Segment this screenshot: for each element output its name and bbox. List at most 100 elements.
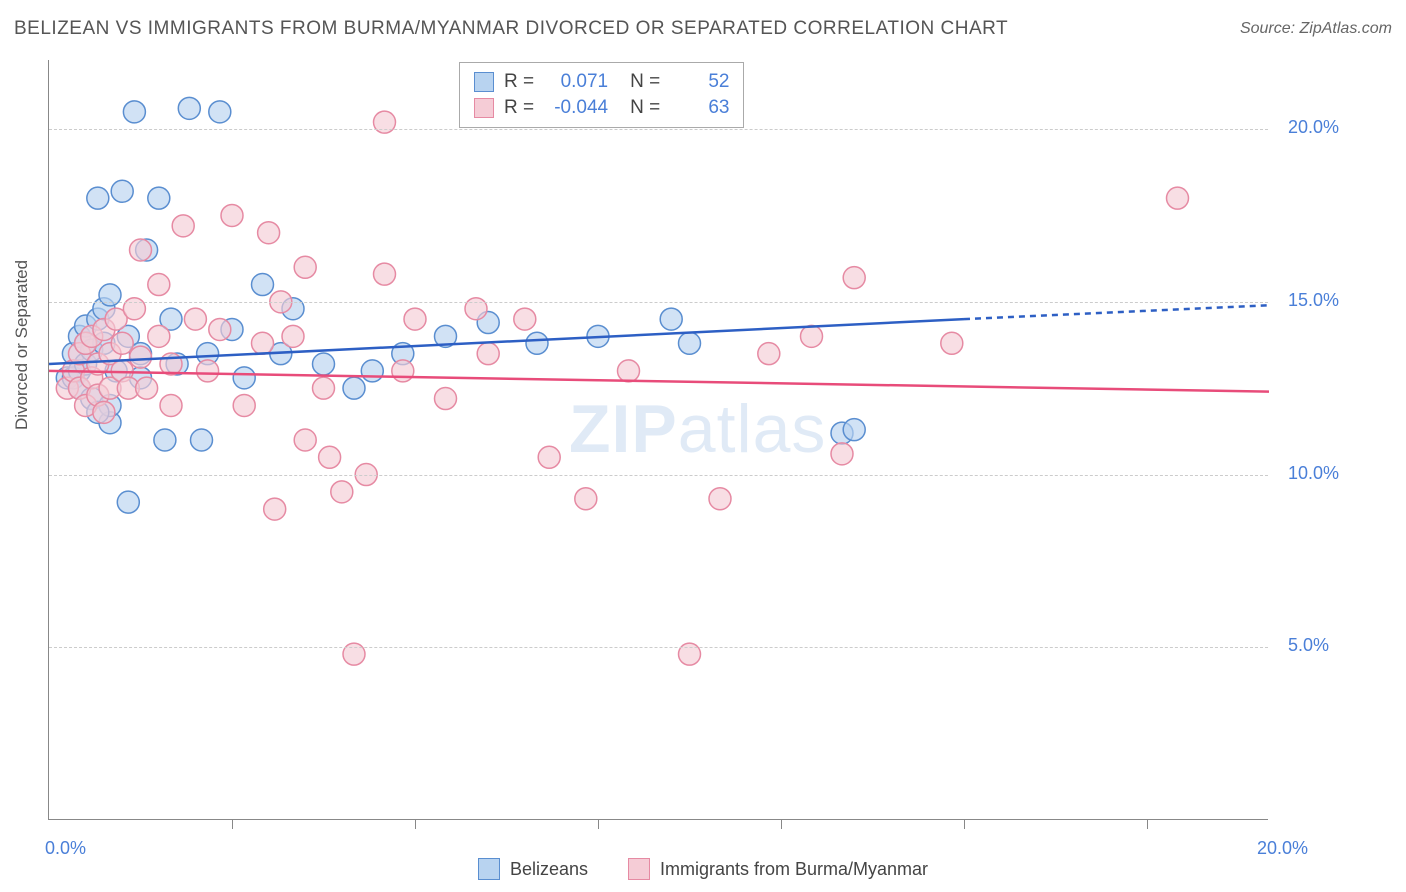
x-tick [415, 819, 416, 829]
scatter-point [343, 377, 365, 399]
scatter-point [538, 446, 560, 468]
y-tick-label: 15.0% [1288, 290, 1378, 311]
scatter-point [117, 491, 139, 513]
y-axis-label: Divorced or Separated [12, 260, 32, 430]
scatter-point [136, 377, 158, 399]
scatter-point [252, 274, 274, 296]
scatter-point [87, 187, 109, 209]
scatter-point [679, 332, 701, 354]
scatter-point [831, 443, 853, 465]
y-tick-label: 5.0% [1288, 635, 1378, 656]
stats-r-label: R = [504, 71, 534, 93]
trend-line-dashed [964, 305, 1269, 319]
scatter-point [111, 332, 133, 354]
scatter-point [331, 481, 353, 503]
scatter-point [1167, 187, 1189, 209]
stats-r-label: R = [504, 97, 534, 119]
stats-r-value: 0.071 [544, 71, 608, 93]
scatter-point [160, 394, 182, 416]
stats-swatch-icon [474, 98, 494, 118]
scatter-point [252, 332, 274, 354]
scatter-point [374, 263, 396, 285]
trend-line [49, 371, 1269, 392]
legend-item-burma: Immigrants from Burma/Myanmar [628, 858, 928, 880]
x-tick-label: 20.0% [1257, 838, 1308, 859]
scatter-point [435, 388, 457, 410]
scatter-point [148, 274, 170, 296]
scatter-point [477, 343, 499, 365]
scatter-point [184, 308, 206, 330]
scatter-point [361, 360, 383, 382]
bottom-legend: Belizeans Immigrants from Burma/Myanmar [0, 858, 1406, 880]
scatter-point [221, 204, 243, 226]
scatter-point [111, 180, 133, 202]
scatter-point [709, 488, 731, 510]
scatter-point [843, 419, 865, 441]
scatter-point [93, 401, 115, 423]
y-tick-label: 20.0% [1288, 117, 1378, 138]
stats-n-value: 63 [665, 97, 729, 119]
scatter-point [843, 267, 865, 289]
x-tick [232, 819, 233, 829]
chart-title: BELIZEAN VS IMMIGRANTS FROM BURMA/MYANMA… [14, 18, 1008, 40]
scatter-point [123, 101, 145, 123]
stats-n-value: 52 [665, 71, 729, 93]
scatter-point [404, 308, 426, 330]
scatter-point [294, 256, 316, 278]
gridline [49, 302, 1268, 303]
x-tick [964, 819, 965, 829]
scatter-point [148, 187, 170, 209]
legend-label: Immigrants from Burma/Myanmar [660, 859, 928, 880]
scatter-point [172, 215, 194, 237]
legend-item-belizeans: Belizeans [478, 858, 588, 880]
stats-r-value: -0.044 [544, 97, 608, 119]
scatter-point [130, 346, 152, 368]
scatter-point [526, 332, 548, 354]
legend-swatch-icon [628, 858, 650, 880]
x-tick-label: 0.0% [45, 838, 86, 859]
gridline [49, 475, 1268, 476]
scatter-point [191, 429, 213, 451]
scatter-point [209, 318, 231, 340]
legend-label: Belizeans [510, 859, 588, 880]
scatter-point [154, 429, 176, 451]
scatter-point [941, 332, 963, 354]
stats-swatch-icon [474, 72, 494, 92]
scatter-point [258, 222, 280, 244]
scatter-point [130, 239, 152, 261]
scatter-point [233, 394, 255, 416]
scatter-point [618, 360, 640, 382]
chart-plot-area: ZIPatlas R =0.071N = 52R =-0.044N = 63 5… [48, 60, 1268, 820]
x-tick [598, 819, 599, 829]
gridline [49, 129, 1268, 130]
scatter-point [575, 488, 597, 510]
scatter-point [197, 360, 219, 382]
stats-row: R = 0.071 N = 52 [474, 69, 729, 95]
scatter-point [392, 360, 414, 382]
gridline [49, 647, 1268, 648]
scatter-point [178, 97, 200, 119]
legend-swatch-icon [478, 858, 500, 880]
scatter-point [313, 377, 335, 399]
scatter-point [313, 353, 335, 375]
y-tick-label: 10.0% [1288, 463, 1378, 484]
scatter-point [233, 367, 255, 389]
stats-row: R = -0.044 N = 63 [474, 95, 729, 121]
scatter-point [660, 308, 682, 330]
stats-legend-box: R = 0.071 N = 52 R = -0.044 N = 63 [459, 62, 744, 128]
scatter-point [264, 498, 286, 520]
scatter-point [758, 343, 780, 365]
scatter-point [148, 325, 170, 347]
stats-n-label: N = 52 [630, 71, 729, 93]
scatter-plot-svg [49, 60, 1268, 819]
scatter-point [294, 429, 316, 451]
scatter-point [282, 325, 304, 347]
scatter-point [514, 308, 536, 330]
stats-n-label: N = 63 [630, 97, 729, 119]
source-label: Source: ZipAtlas.com [1240, 20, 1392, 38]
x-tick [1147, 819, 1148, 829]
scatter-point [209, 101, 231, 123]
x-tick [781, 819, 782, 829]
scatter-point [319, 446, 341, 468]
scatter-point [801, 325, 823, 347]
